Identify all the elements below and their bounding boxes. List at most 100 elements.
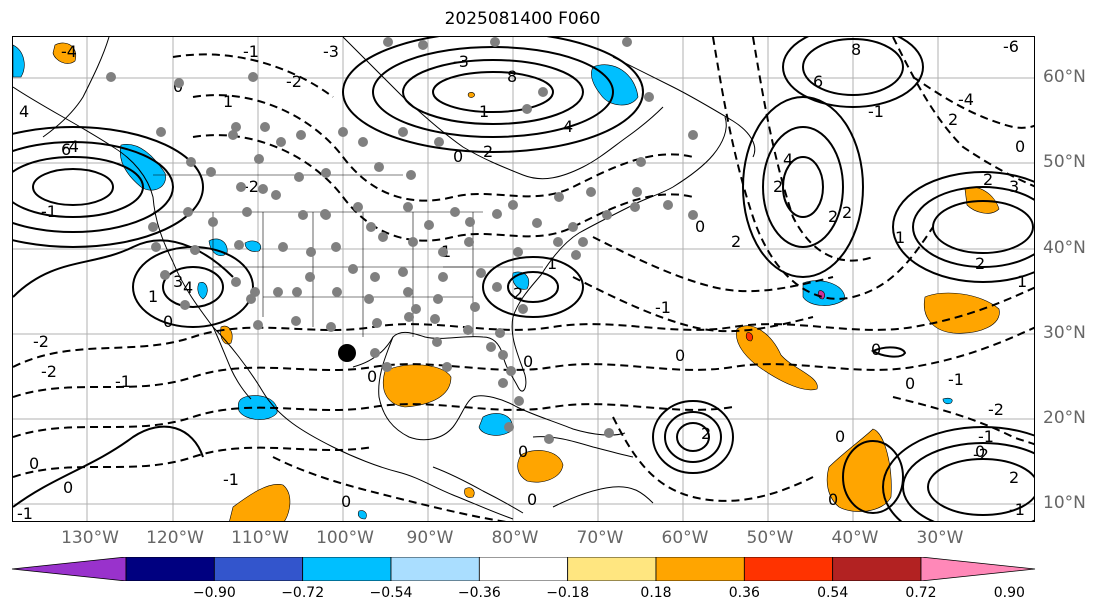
contour-label: -3 [323, 42, 339, 61]
station-marker [258, 184, 268, 194]
colorbar-segment [125, 557, 215, 581]
contour-label: 4 [783, 150, 793, 169]
station-marker [234, 240, 244, 250]
contour-label: -1 [115, 372, 131, 391]
station-marker [186, 157, 196, 167]
colorbar-tick-label: −0.54 [369, 585, 413, 601]
colorbar-segment [478, 557, 569, 581]
contour-label: -1 [17, 504, 33, 522]
lat-label: 30°N [1043, 323, 1086, 343]
contour-label: -4 [61, 42, 77, 61]
station-marker [326, 322, 336, 332]
station-marker [403, 287, 413, 297]
station-marker [294, 172, 304, 182]
contour-label: 0 [518, 442, 528, 461]
coastlines [13, 37, 756, 520]
station-marker [498, 378, 508, 388]
contour-label: -3 [453, 52, 469, 71]
station-marker [148, 222, 158, 232]
lon-label: 40°W [831, 528, 879, 548]
station-marker [406, 170, 416, 180]
contour-label: 0 [29, 454, 39, 473]
contour-label: 0 [63, 478, 73, 497]
station-marker [492, 209, 502, 219]
station-marker [506, 366, 516, 376]
contour-label: 2 [948, 110, 958, 129]
station-marker [442, 362, 452, 372]
contour-label: -1 [978, 427, 994, 446]
colorbar-segment [213, 557, 304, 581]
station-marker [463, 325, 473, 335]
colorbar-tick-label: 0.36 [728, 585, 760, 601]
station-marker [248, 72, 258, 82]
station-marker [586, 187, 596, 197]
station-marker [364, 294, 374, 304]
contour-label-group: -4 -1 -2 -3 -3 8 1 4 0 2 0 1 4 -4 6 -1 -… [17, 37, 1027, 522]
colorbar-segment [302, 557, 392, 581]
station-marker [544, 434, 554, 444]
colorbar-extend-high [920, 557, 1036, 581]
station-marker [602, 210, 612, 220]
lon-label: 30°W [916, 528, 964, 548]
station-marker [568, 222, 578, 232]
lon-label: 60°W [661, 528, 709, 548]
station-marker [424, 220, 434, 230]
station-marker [433, 294, 443, 304]
station-marker [296, 130, 306, 140]
station-marker [554, 192, 564, 202]
contour-label: -4 [63, 137, 79, 156]
contour-label: -1 [243, 42, 259, 61]
contour-label: 2 [975, 254, 985, 273]
contour-label: 0 [367, 367, 377, 386]
colorbar-segment [832, 557, 922, 581]
contour-label: 0 [341, 492, 351, 511]
contour-label: 3 [173, 272, 183, 291]
contour-label: -2 [41, 362, 57, 381]
station-marker [476, 268, 486, 278]
station-marker [636, 157, 646, 167]
station-marker [305, 272, 315, 282]
station-marker [292, 287, 302, 297]
contour-label: 4 [563, 117, 573, 136]
contour-label: 4 [183, 278, 193, 297]
contour-label: -1 [223, 470, 239, 489]
station-marker [190, 245, 200, 255]
colorbar-segment [655, 557, 745, 581]
contour-label: 1 [479, 102, 489, 121]
station-marker [366, 222, 376, 232]
contour-label: 0 [695, 217, 705, 236]
station-marker [276, 137, 286, 147]
station-marker [231, 122, 241, 132]
station-marker [578, 237, 588, 247]
contour-label: -1 [41, 202, 57, 221]
station-marker [486, 342, 496, 352]
station-marker [398, 127, 408, 137]
contour-label: 8 [507, 67, 517, 86]
contour-label: 1 [895, 228, 905, 247]
contour-label: 3 [1009, 177, 1019, 196]
lat-label: 20°N [1043, 408, 1086, 428]
station-marker [253, 320, 263, 330]
station-marker [688, 210, 698, 220]
station-marker [332, 287, 342, 297]
contour-label: 2 [701, 424, 711, 443]
station-marker [370, 272, 380, 282]
contour-label: 1 [547, 254, 557, 273]
station-marker [513, 247, 523, 257]
contour-label: 2 [731, 232, 741, 251]
station-marker [271, 190, 281, 200]
station-marker [522, 104, 532, 114]
station-marker [404, 312, 414, 322]
station-marker [353, 202, 363, 212]
station-marker [180, 300, 190, 310]
station-marker [508, 200, 518, 210]
shaded-areas [13, 42, 1000, 521]
station-marker [106, 72, 116, 82]
station-marker [663, 200, 673, 210]
contour-label: -1 [868, 102, 884, 121]
station-marker [321, 168, 331, 178]
station-marker [306, 247, 316, 257]
contour-label: -2 [33, 332, 49, 351]
lat-label: 50°N [1043, 152, 1086, 172]
state-borders [153, 174, 543, 337]
